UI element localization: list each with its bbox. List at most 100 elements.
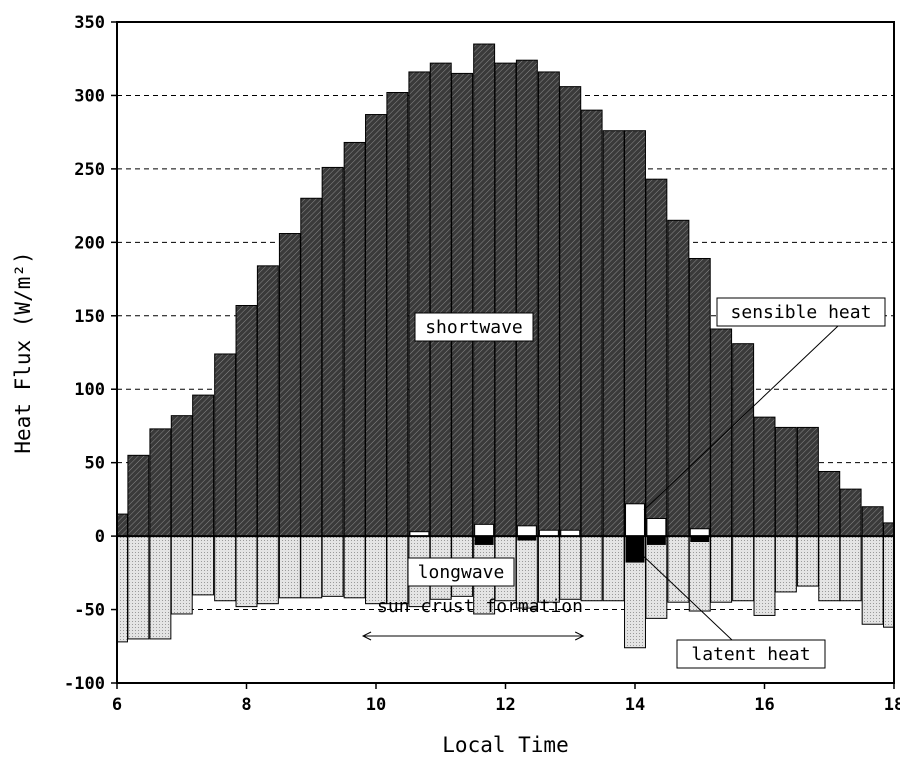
shortwave-bar (559, 86, 582, 537)
annotations: shortwave longwave sensible heat latent hea… (361, 297, 886, 669)
latent-heat-label: latent heat (691, 644, 810, 665)
shortwave-bar (732, 343, 755, 537)
longwave-bar (753, 535, 776, 616)
shortwave-bar (580, 109, 603, 537)
shortwave-bar (192, 394, 215, 537)
sun-crust-arrowhead-right (574, 631, 585, 641)
x-tick-label: 10 (366, 695, 386, 715)
sensible-heat-bar (474, 523, 495, 537)
shortwave-bar (343, 141, 366, 537)
longwave-bar (235, 535, 258, 608)
longwave-bar (861, 535, 884, 625)
shortwave-bar (256, 265, 279, 537)
latent-heat-bar (646, 536, 666, 545)
sensible-heat-leader (643, 325, 839, 511)
shortwave-bar (451, 72, 474, 537)
longwave-bar (818, 535, 841, 602)
longwave-bar (116, 535, 128, 643)
y-tick-label: 100 (74, 380, 105, 400)
longwave-bar (688, 535, 711, 612)
shortwave-bar (278, 233, 301, 537)
x-tick-label: 8 (241, 695, 251, 715)
shortwave-bar (667, 219, 690, 537)
latent-heat-leader (636, 549, 733, 641)
shortwave-bar (602, 130, 625, 537)
x-tick-label: 16 (754, 695, 774, 715)
shortwave-bar (710, 328, 733, 537)
x-tick-label: 14 (625, 695, 645, 715)
longwave-label: longwave (418, 562, 505, 583)
latent-heat-bar (517, 536, 537, 541)
longwave-bar (321, 535, 344, 597)
y-tick-label: 200 (74, 233, 105, 253)
ticks (111, 21, 895, 689)
latent-heat-box (676, 639, 826, 669)
y-tick-label: 50 (85, 454, 105, 474)
sun-crust-arrowhead-left (361, 631, 372, 641)
longwave-bar (710, 535, 733, 603)
shortwave-bar (214, 353, 237, 537)
sensible-heat-bar (516, 525, 537, 537)
shortwave-bar (883, 522, 895, 537)
sensible-heat-bar (625, 503, 645, 537)
y-tick-label: 300 (74, 86, 105, 106)
shortwave-bar (408, 71, 431, 537)
x-tick-label: 6 (112, 695, 122, 715)
y-tick-label: 250 (74, 160, 105, 180)
longwave-bar (645, 535, 668, 619)
x-axis-title: Local Time (442, 733, 568, 757)
longwave-bar (559, 535, 582, 600)
longwave-bar (796, 535, 819, 587)
sensible-heat-bar (646, 517, 667, 537)
shortwave-bar (515, 59, 538, 537)
shortwave-bar (170, 415, 193, 537)
shortwave-bar (818, 470, 841, 537)
longwave-box (407, 557, 515, 587)
longwave-bar (170, 535, 193, 615)
longwave-bar (365, 535, 387, 605)
longwave-bar (192, 535, 215, 596)
shortwave-bar (839, 488, 862, 537)
sensible-heat-box (716, 297, 886, 327)
longwave-bar (214, 535, 237, 602)
y-axis-title: Heat Flux (W/m²) (11, 251, 35, 453)
latent-heat-bar (625, 536, 645, 563)
longwave-bar (256, 535, 279, 605)
shortwave-bar (365, 114, 387, 537)
longwave-bar (602, 535, 625, 602)
bars (116, 43, 895, 649)
shortwave-bar (300, 197, 323, 537)
shortwave-bar (796, 426, 819, 537)
longwave-bar (149, 535, 172, 640)
shortwave-bar (494, 62, 517, 537)
longwave-bar (774, 535, 797, 593)
shortwave-bar (861, 506, 884, 537)
longwave-bar (300, 535, 323, 599)
longwave-bar (883, 535, 895, 628)
longwave-bar (343, 535, 366, 599)
tick-labels: -100 -50 0 50 100 150 200 250 300 350 6 8 10 12 14 16 18 (64, 13, 900, 715)
longwave-bar (278, 535, 301, 599)
shortwave-bar (127, 454, 150, 537)
longwave-bar (732, 535, 755, 602)
y-tick-label: 0 (95, 527, 105, 547)
shortwave-box (414, 312, 534, 342)
latent-heat-bar (690, 536, 710, 542)
sensible-heat-label: sensible heat (731, 302, 872, 323)
shortwave-bar (645, 178, 668, 537)
longwave-bar (580, 535, 603, 602)
y-tick-label: 350 (74, 13, 105, 33)
shortwave-bar (429, 62, 452, 537)
sensible-heat-bar (689, 528, 710, 537)
x-tick-label: 18 (884, 695, 900, 715)
longwave-bar (537, 535, 560, 603)
shortwave-bar (753, 416, 776, 537)
latent-heat-bar (474, 536, 494, 545)
shortwave-bar (624, 130, 646, 537)
shortwave-bar (321, 166, 344, 537)
longwave-bar (127, 535, 150, 640)
shortwave-bar (235, 304, 258, 537)
shortwave-bar (537, 71, 560, 537)
shortwave-bar (386, 92, 409, 537)
longwave-bar (839, 535, 862, 602)
